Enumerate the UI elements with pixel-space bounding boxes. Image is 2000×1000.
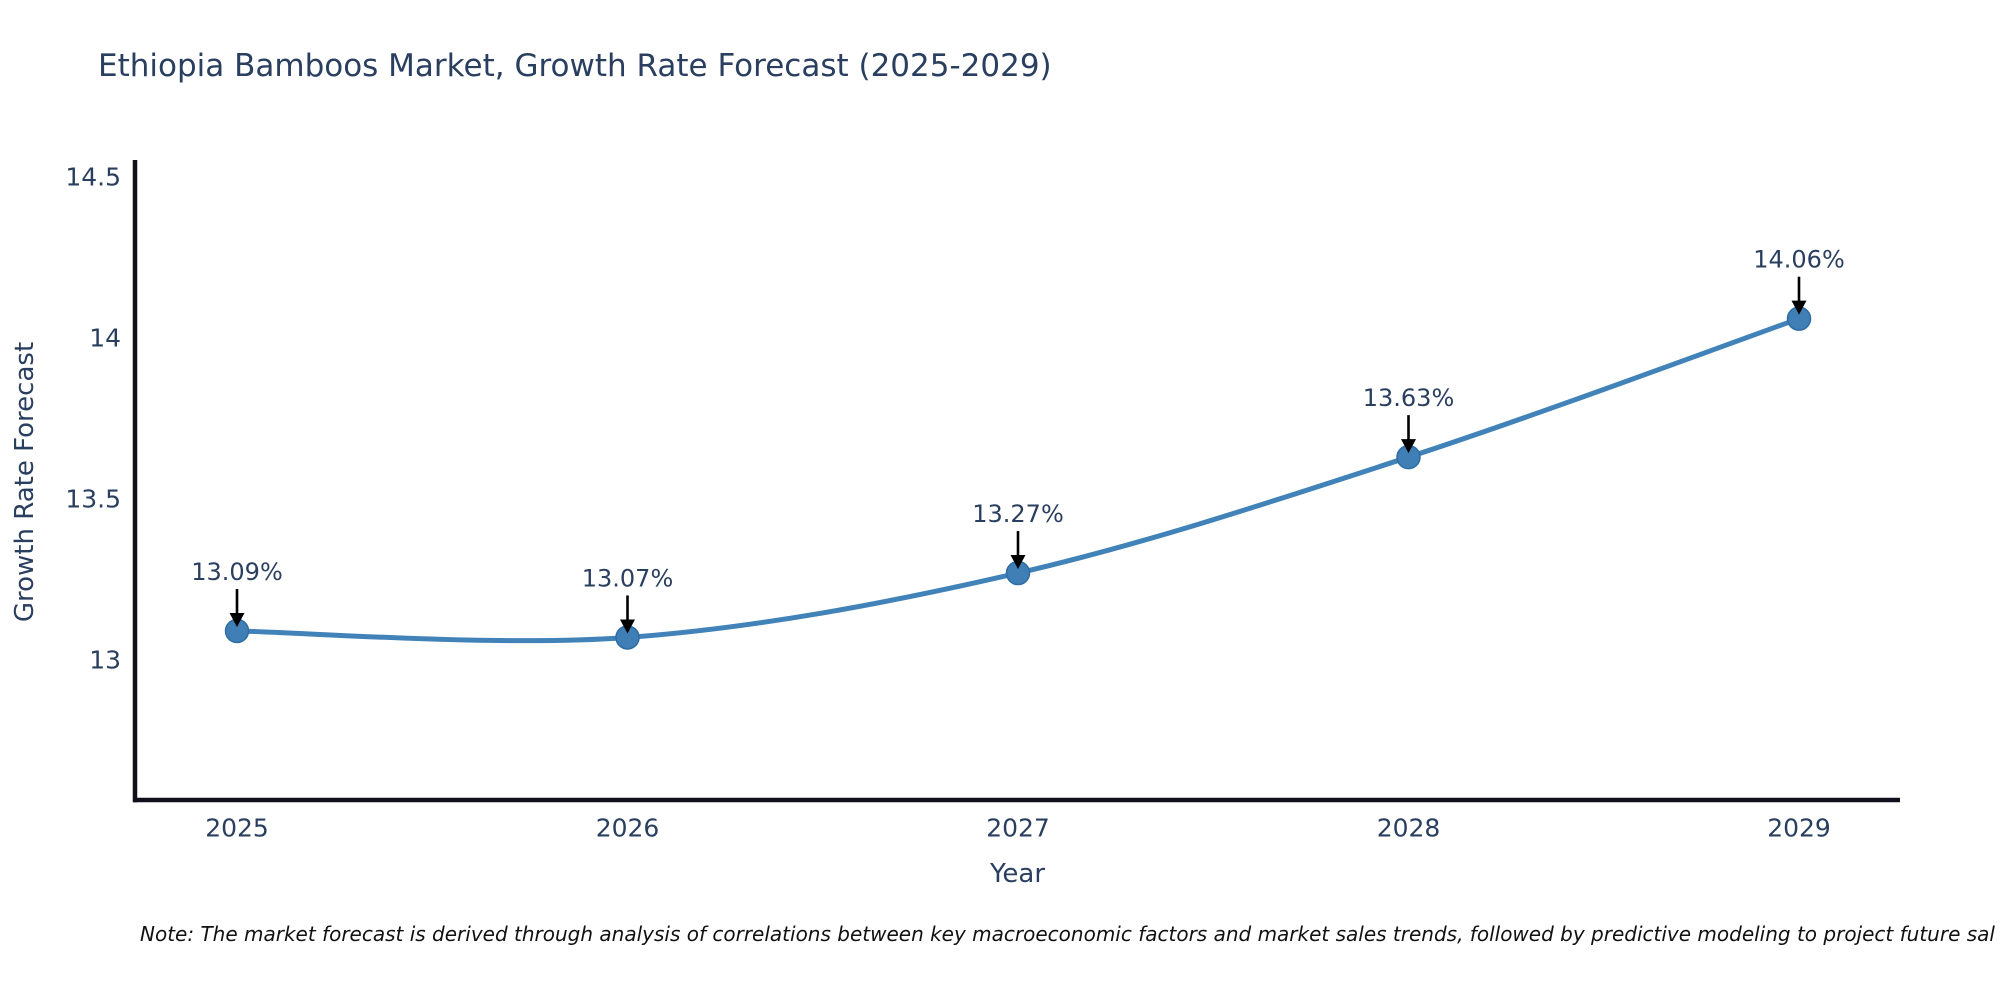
x-tick-label: 2026 bbox=[596, 814, 660, 843]
x-tick-label: 2029 bbox=[1767, 814, 1831, 843]
y-tick-label: 13.5 bbox=[65, 485, 121, 514]
y-tick-label: 13 bbox=[89, 646, 121, 675]
annotation-arrowhead bbox=[1401, 439, 1416, 454]
point-value-label: 13.09% bbox=[191, 558, 283, 586]
annotation-arrowhead bbox=[229, 613, 245, 628]
x-tick-label: 2025 bbox=[205, 814, 269, 843]
x-tick-label: 2028 bbox=[1377, 814, 1441, 843]
x-tick-label: 2027 bbox=[986, 814, 1050, 843]
x-axis-title: Year bbox=[989, 859, 1046, 889]
y-tick-label: 14.5 bbox=[65, 163, 121, 192]
point-value-label: 13.07% bbox=[582, 564, 674, 592]
annotation-arrowhead bbox=[1791, 300, 1807, 315]
annotation-arrowhead bbox=[1010, 555, 1026, 570]
point-value-label: 13.63% bbox=[1363, 384, 1455, 412]
point-value-label: 13.27% bbox=[972, 500, 1064, 528]
y-tick-label: 14 bbox=[89, 324, 121, 353]
point-value-label: 14.06% bbox=[1753, 246, 1845, 274]
annotation-arrowhead bbox=[620, 619, 635, 634]
footnote: Note: The market forecast is derived thr… bbox=[140, 922, 1995, 946]
chart-title: Ethiopia Bamboos Market, Growth Rate For… bbox=[98, 48, 1052, 84]
series-line bbox=[234, 316, 1802, 644]
